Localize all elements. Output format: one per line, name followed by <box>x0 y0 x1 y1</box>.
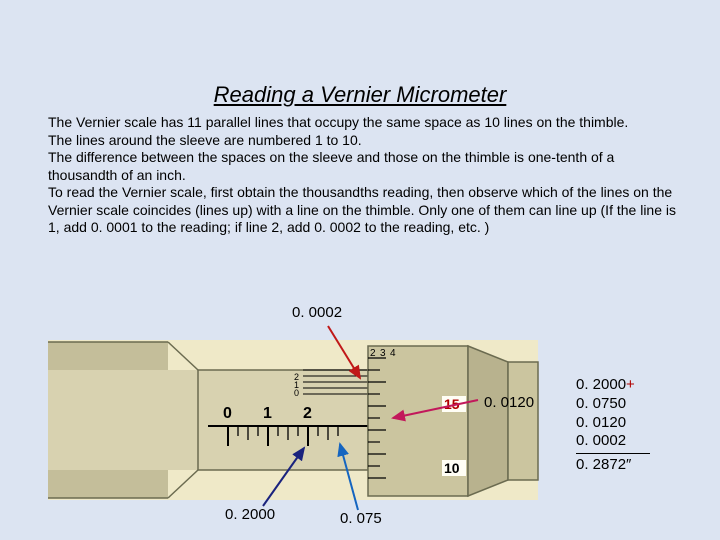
calc-rule <box>576 453 650 454</box>
anvil-top <box>48 342 168 370</box>
anvil-mid <box>48 370 198 470</box>
svg-text:2: 2 <box>303 405 312 422</box>
svg-text:2: 2 <box>370 348 376 359</box>
anvil-bottom <box>48 470 168 498</box>
thimble-top-nums: 2 3 4 <box>370 348 396 359</box>
svg-text:0: 0 <box>223 405 232 422</box>
calc-l4: 0. 0002 <box>576 432 650 451</box>
annot-bl: 0. 2000 <box>225 506 275 523</box>
thimble-end <box>508 362 538 480</box>
svg-text:4: 4 <box>390 348 396 359</box>
svg-text:2: 2 <box>294 372 299 382</box>
micrometer-diagram: 0 1 2 0 1 2 <box>48 318 568 508</box>
annot-top: 0. 0002 <box>292 304 342 321</box>
svg-text:1: 1 <box>263 405 272 422</box>
annot-right: 0. 0120 <box>484 394 534 411</box>
body-paragraph: The Vernier scale has 11 parallel lines … <box>0 114 720 237</box>
calc-l1: 0. 2000 <box>576 376 626 393</box>
svg-text:10: 10 <box>444 460 460 476</box>
thimble-bevel <box>468 346 508 496</box>
calculation: 0. 2000+ 0. 0750 0. 0120 0. 0002 0. 2872… <box>576 376 650 475</box>
calc-l2: 0. 0750 <box>576 395 650 414</box>
calc-result: 0. 2872″ <box>576 456 650 475</box>
svg-text:3: 3 <box>380 348 386 359</box>
calc-l3: 0. 0120 <box>576 414 650 433</box>
page-title: Reading a Vernier Micrometer <box>0 0 720 114</box>
annot-br: 0. 075 <box>340 510 382 527</box>
calc-plus: + <box>626 376 635 393</box>
